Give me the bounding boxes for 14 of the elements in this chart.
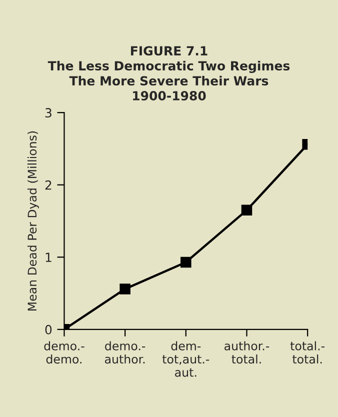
- x-tick-label: demo.- demo.: [44, 341, 84, 364]
- y-tick-label: 3: [45, 108, 52, 118]
- point: [180, 256, 192, 268]
- chart-title: FIGURE 7.1 The Less Democratic Two Regimes The More Severe Their Wars 1900-1980: [48, 46, 290, 100]
- x-tick-label: total.- total.: [290, 341, 325, 364]
- y-tick-label: 0: [45, 324, 52, 334]
- x-tick-label: author.- total.: [224, 341, 270, 364]
- y-axis-title: Mean Dead Per Dyad (Millions): [27, 131, 39, 310]
- point: [120, 284, 130, 294]
- y-tick-label: 1: [46, 252, 52, 262]
- point: [241, 204, 252, 216]
- x-tick-label: dem- tot,aut.- aut.: [162, 341, 210, 377]
- x-tick-label: demo.- author.: [104, 341, 146, 364]
- y-tick-label: 2: [45, 180, 52, 190]
